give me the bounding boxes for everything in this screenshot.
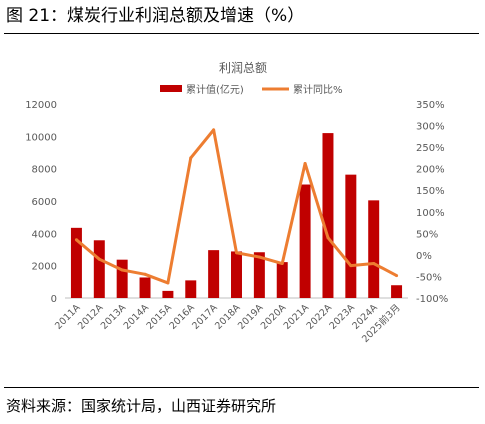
y-left-tick-label: 10000 (25, 132, 57, 143)
bar-2020A (276, 262, 288, 298)
source-note: 资料来源：国家统计局，山西证券研究所 (6, 397, 277, 415)
figure-title: 图 21：煤炭行业利润总额及增速（%） (6, 6, 305, 26)
y-left-tick-label: 6000 (32, 197, 57, 208)
chart-title: 利润总额 (219, 61, 267, 75)
growth-point-2017A (212, 128, 216, 132)
bar-2011A (70, 227, 82, 298)
growth-point-2016A (189, 156, 193, 160)
growth-point-2022A (326, 236, 330, 240)
y-left-tick-label: 0 (51, 294, 57, 305)
bar-2022A (322, 133, 334, 298)
y-left-tick-label: 2000 (32, 262, 57, 273)
growth-point-2023A (349, 264, 353, 268)
legend: 累计值(亿元) 累计同比% (160, 83, 343, 96)
legend-line-label: 累计同比% (293, 83, 343, 96)
bar-2013A (116, 259, 128, 298)
growth-point-2013A (120, 268, 124, 272)
growth-point-2015A (166, 281, 170, 285)
bar-2018A (231, 251, 242, 298)
growth-point-2024A (372, 262, 376, 266)
legend-bar-label: 累计值(亿元) (186, 83, 244, 96)
growth-point-2012A (97, 257, 101, 261)
bar-2014A (139, 277, 151, 298)
bar-2012A (93, 240, 105, 298)
legend-bar-swatch (160, 85, 182, 92)
y-right-tick-label: -50% (416, 272, 442, 283)
top-rule (4, 33, 479, 34)
y-right-tick-label: 100% (416, 208, 445, 219)
bar-2023A (345, 174, 357, 298)
growth-point-2019A (257, 255, 261, 259)
y-left-tick-label: 12000 (25, 100, 57, 111)
y-right-tick-label: 150% (416, 186, 445, 197)
growth-point-2021A (303, 161, 307, 165)
y-right-tick-label: 350% (416, 100, 445, 111)
bar-2015A (162, 290, 174, 298)
y-left-tick-label: 8000 (32, 165, 57, 176)
y-right-tick-label: 0% (416, 251, 432, 262)
growth-point-2018A (235, 251, 238, 255)
profit-chart: 利润总额 累计值(亿元) 累计同比% 0 2000 4000 6000 8000 1000… (25, 61, 448, 345)
y-left-tick-label: 4000 (32, 229, 57, 240)
y-right-tick-label: 200% (416, 165, 445, 176)
bar-2025前3月 (391, 285, 403, 298)
axes: 0 2000 4000 6000 8000 10000 12000 -100% -50% 0% 50… (25, 100, 448, 345)
line-series (74, 128, 399, 285)
bar-2021A (299, 184, 311, 298)
growth-point-2020A (280, 262, 284, 266)
bar-2017A (208, 250, 220, 298)
growth-point-2011A (74, 238, 78, 242)
growth-point-2014A (143, 272, 147, 276)
bar-2016A (185, 280, 197, 298)
y-right-tick-label: 250% (416, 143, 445, 154)
y-right-tick-label: 300% (416, 122, 445, 133)
bottom-rule (4, 387, 479, 388)
growth-point-2025前3月 (395, 274, 399, 278)
bar-series (70, 133, 403, 298)
bar-2024A (368, 200, 380, 298)
y-right-tick-label: -100% (416, 294, 448, 305)
y-right-tick-label: 50% (416, 229, 438, 240)
bar-2019A (253, 252, 265, 298)
